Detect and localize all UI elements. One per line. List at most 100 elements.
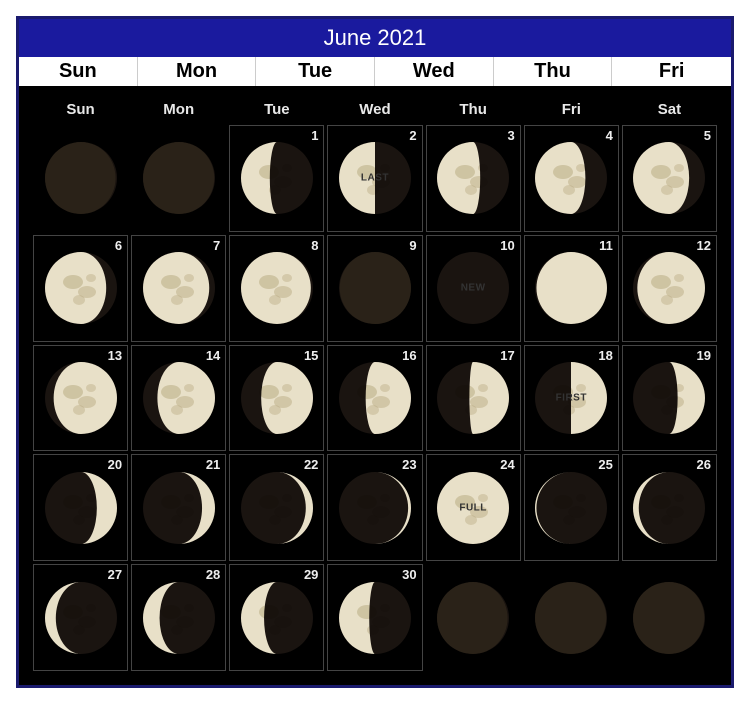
day-number: 29 [304, 567, 318, 582]
calendar-cell: 5 [622, 125, 717, 232]
calendar-cell: 4 [524, 125, 619, 232]
moon-icon [339, 472, 411, 544]
phase-label: LAST [361, 173, 389, 184]
calendar-cell: 26 [622, 454, 717, 561]
moon-icon [633, 142, 705, 214]
calendar-cell [426, 564, 521, 671]
calendar-cell: 23 [327, 454, 422, 561]
inner-header-cell: Wed [327, 98, 422, 121]
day-number: 3 [507, 128, 514, 143]
inner-header-cell: Tue [229, 98, 324, 121]
moon-icon [45, 252, 117, 324]
calendar-cell: 20 [33, 454, 128, 561]
calendar-cell: 22 [229, 454, 324, 561]
day-number: 19 [697, 348, 711, 363]
calendar-frame: June 2021 SunMonTueWedThuFri SunMonTueWe… [16, 16, 734, 688]
calendar-cell: 10 NEW [426, 235, 521, 342]
calendar-title: June 2021 [19, 19, 731, 57]
phase-label: FULL [459, 502, 487, 513]
moon-icon [241, 362, 313, 434]
calendar-cell: 1 [229, 125, 324, 232]
day-number: 23 [402, 457, 416, 472]
moon-icon [241, 142, 313, 214]
calendar-cell: 2LAST [327, 125, 422, 232]
moon-icon [633, 362, 705, 434]
day-number: 6 [115, 238, 122, 253]
calendar-cell [622, 564, 717, 671]
calendar-cell: 25 [524, 454, 619, 561]
calendar-cell: 14 [131, 345, 226, 452]
moon-icon [143, 582, 215, 654]
day-number: 21 [206, 457, 220, 472]
moon-icon [339, 252, 411, 324]
calendar-cell: 18 FIRST [524, 345, 619, 452]
calendar-cell: 17 [426, 345, 521, 452]
moon-icon [633, 472, 705, 544]
phase-label: NEW [461, 283, 486, 294]
calendar-grid: 1 2LAST 3 4 5 [33, 125, 717, 671]
calendar-cell: 21 [131, 454, 226, 561]
day-number: 4 [606, 128, 613, 143]
calendar-cell: 7 [131, 235, 226, 342]
calendar-cell [131, 125, 226, 232]
moon-icon [633, 252, 705, 324]
inner-header-cell: Mon [131, 98, 226, 121]
calendar-cell: 6 [33, 235, 128, 342]
day-number: 15 [304, 348, 318, 363]
day-number: 26 [697, 457, 711, 472]
moon-icon [143, 142, 215, 214]
calendar-cell: 13 [33, 345, 128, 452]
moon-icon [339, 582, 411, 654]
day-number: 24 [500, 457, 514, 472]
outer-header-cell: Sun [19, 57, 138, 86]
calendar-cell [524, 564, 619, 671]
day-number: 28 [206, 567, 220, 582]
calendar-cell: 12 [622, 235, 717, 342]
day-number: 20 [108, 457, 122, 472]
moon-icon [45, 362, 117, 434]
outer-header-cell: Tue [256, 57, 375, 86]
outer-header-cell: Thu [494, 57, 613, 86]
moon-icon [535, 252, 607, 324]
day-number: 10 [500, 238, 514, 253]
calendar-cell: 24 FULL [426, 454, 521, 561]
day-number: 14 [206, 348, 220, 363]
calendar-cell: 30 [327, 564, 422, 671]
moon-icon [535, 582, 607, 654]
moon-icon [241, 252, 313, 324]
day-number: 30 [402, 567, 416, 582]
inner-header-cell: Thu [426, 98, 521, 121]
day-number: 17 [500, 348, 514, 363]
inner-weekday-header: SunMonTueWedThuFriSat [33, 98, 717, 121]
calendar-cell: 29 [229, 564, 324, 671]
calendar-body: SunMonTueWedThuFriSat 1 2LAST 3 4 [19, 88, 731, 685]
inner-header-cell: Fri [524, 98, 619, 121]
day-number: 1 [311, 128, 318, 143]
day-number: 18 [598, 348, 612, 363]
calendar-cell: 9 [327, 235, 422, 342]
calendar-cell: 11 [524, 235, 619, 342]
calendar-cell: 8 [229, 235, 324, 342]
calendar-cell: 19 [622, 345, 717, 452]
day-number: 5 [704, 128, 711, 143]
calendar-cell: 28 [131, 564, 226, 671]
outer-header-cell: Wed [375, 57, 494, 86]
moon-icon [143, 362, 215, 434]
calendar-cell: 3 [426, 125, 521, 232]
moon-icon [437, 362, 509, 434]
moon-icon [45, 142, 117, 214]
moon-icon [437, 582, 509, 654]
day-number: 22 [304, 457, 318, 472]
day-number: 25 [598, 457, 612, 472]
outer-weekday-header: SunMonTueWedThuFri [19, 57, 731, 88]
inner-header-cell: Sat [622, 98, 717, 121]
moon-icon [45, 472, 117, 544]
day-number: 27 [108, 567, 122, 582]
phase-label: FIRST [556, 392, 587, 403]
moon-icon [633, 582, 705, 654]
outer-header-cell: Mon [138, 57, 257, 86]
moon-icon [241, 582, 313, 654]
moon-icon [339, 362, 411, 434]
calendar-cell: 15 [229, 345, 324, 452]
moon-icon [535, 472, 607, 544]
